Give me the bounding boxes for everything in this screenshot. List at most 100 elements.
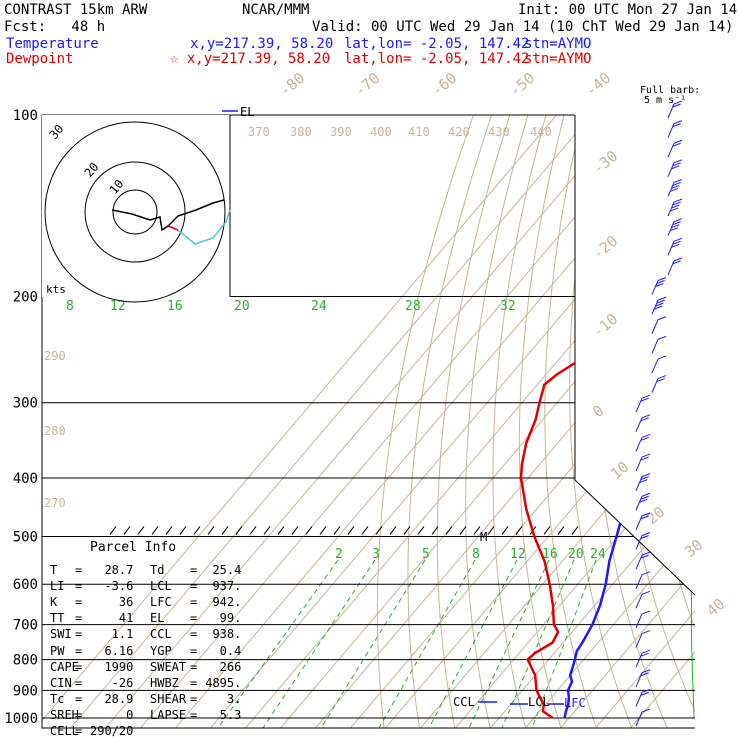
dry-adiabat-line: [465, 115, 529, 728]
theta-label: 400: [370, 125, 392, 139]
hatch-mark: [235, 526, 243, 535]
mixing-ratio-label: 2: [335, 547, 343, 562]
pressure-tick-label: 200: [13, 290, 38, 306]
pressure-tick-label: 800: [13, 653, 38, 669]
wind-barb-flag: [640, 535, 649, 539]
isotherm-line: [490, 115, 695, 728]
dry-adiabat-line: [376, 115, 474, 728]
wind-barb-flag: [672, 260, 681, 265]
wind-barb-flag: [641, 473, 651, 478]
wind-barb: [667, 221, 675, 236]
parcel-param-value: 5.3: [198, 707, 242, 722]
hatch-mark: [571, 526, 579, 535]
wind-barb-flag: [641, 610, 651, 615]
wind-barb-flag: [673, 218, 683, 223]
wind-barb: [635, 652, 643, 668]
parcel-param-value: 942.: [198, 595, 242, 610]
hatch-mark: [417, 526, 425, 535]
wind-barb: [651, 358, 659, 374]
moist-adiabat-label: 16: [167, 299, 183, 314]
parcel-equals: =: [190, 643, 198, 658]
pressure-tick-label: 1000: [4, 711, 38, 727]
parcel-param-value: 28.7: [90, 563, 134, 577]
wind-barb: [667, 260, 675, 276]
parcel-param-label: HWBZ: [150, 675, 179, 690]
hatch-mark: [249, 526, 257, 535]
hatch-mark: [291, 526, 299, 535]
dry-adiabat-line: [407, 115, 492, 728]
wind-barb-flag: [641, 453, 651, 458]
theta-label: 290: [44, 349, 66, 363]
moist-adiabat-label: 12: [110, 299, 126, 314]
parcel-equals: =: [190, 659, 198, 674]
pressure-tick-label: 500: [13, 529, 38, 545]
wind-barb-flag: [641, 394, 651, 399]
wind-barb: [635, 397, 643, 413]
temperature-legend: Temperature: [6, 36, 99, 52]
parcel-param-label: TT: [50, 611, 65, 626]
wind-barb-flag: [655, 302, 664, 307]
theta-label: 440: [530, 125, 552, 139]
parcel-param-label: SHEAR: [150, 691, 187, 706]
isotherm-line: [175, 115, 695, 728]
isotherm-line: [70, 115, 592, 728]
wind-barb: [635, 476, 643, 491]
wind-barb-flag: [641, 571, 651, 576]
hatch-mark: [263, 526, 271, 535]
mixing-ratio-line: [320, 559, 426, 728]
hatch-mark: [221, 526, 229, 535]
ccl-label: CCL: [453, 695, 475, 709]
wind-barb-flag: [640, 691, 649, 696]
theta-label: 270: [44, 496, 66, 510]
moist-adiabat-label: 20: [234, 299, 250, 314]
wind-barb-flag: [671, 184, 680, 189]
right-edge: [574, 115, 696, 596]
lcl-label: LCL: [528, 695, 550, 709]
parcel-markers: EL M CCL LCL LFC: [222, 105, 586, 710]
wind-barb-flag: [672, 123, 681, 128]
wind-barb: [635, 633, 643, 648]
dry-adiabat-line: [638, 115, 695, 728]
wind-barb-flag: [672, 103, 681, 108]
parcel-param-label: Td: [150, 563, 165, 577]
parcel-param-value: 25.4: [198, 563, 242, 577]
wind-barb: [651, 339, 659, 354]
parcel-param-label: LAPSE: [150, 707, 187, 722]
hodograph-unit: kts: [46, 283, 66, 296]
parcel-param-label: CAPE: [50, 659, 79, 674]
wind-barb-flag: [641, 414, 651, 419]
parcel-param-label: YGP: [150, 643, 172, 658]
parcel-equals: =: [75, 691, 83, 706]
parcel-param-label: CIN: [50, 675, 72, 690]
wind-barbs: [635, 100, 683, 727]
wind-barb-flag: [657, 277, 667, 281]
hatch-mark: [137, 526, 145, 535]
wind-barb: [667, 162, 675, 178]
hatch-mark: [165, 526, 173, 535]
hatch-mark: [375, 526, 383, 535]
melting-label: M: [480, 530, 487, 544]
dry-adiabat-line: [592, 115, 669, 728]
dry-adiabat-line: [518, 115, 565, 728]
pressure-tick-label: 300: [13, 396, 38, 412]
wind-barb-flag: [640, 652, 649, 657]
wind-barb: [635, 437, 643, 452]
parcel-equals: =: [75, 627, 83, 642]
hatch-mark: [179, 526, 187, 535]
parcel-param-value: -3.6: [90, 579, 134, 594]
pressure-tick-label: 100: [13, 108, 38, 124]
wind-barb: [635, 711, 643, 727]
wind-barb-flag: [672, 240, 681, 245]
parcel-equals: =: [190, 675, 198, 690]
wind-barb-flag: [640, 515, 649, 520]
wind-barb: [667, 182, 675, 197]
parcel-param-label: Tc: [50, 691, 65, 706]
hatch-mark: [193, 526, 201, 535]
hatch-mark: [445, 526, 453, 535]
wind-barb: [651, 319, 659, 334]
parcel-param-value: 41: [90, 611, 134, 626]
wind-barb-flag: [640, 495, 649, 500]
parcel-param-label: K: [50, 595, 58, 610]
wind-barb: [667, 103, 675, 119]
